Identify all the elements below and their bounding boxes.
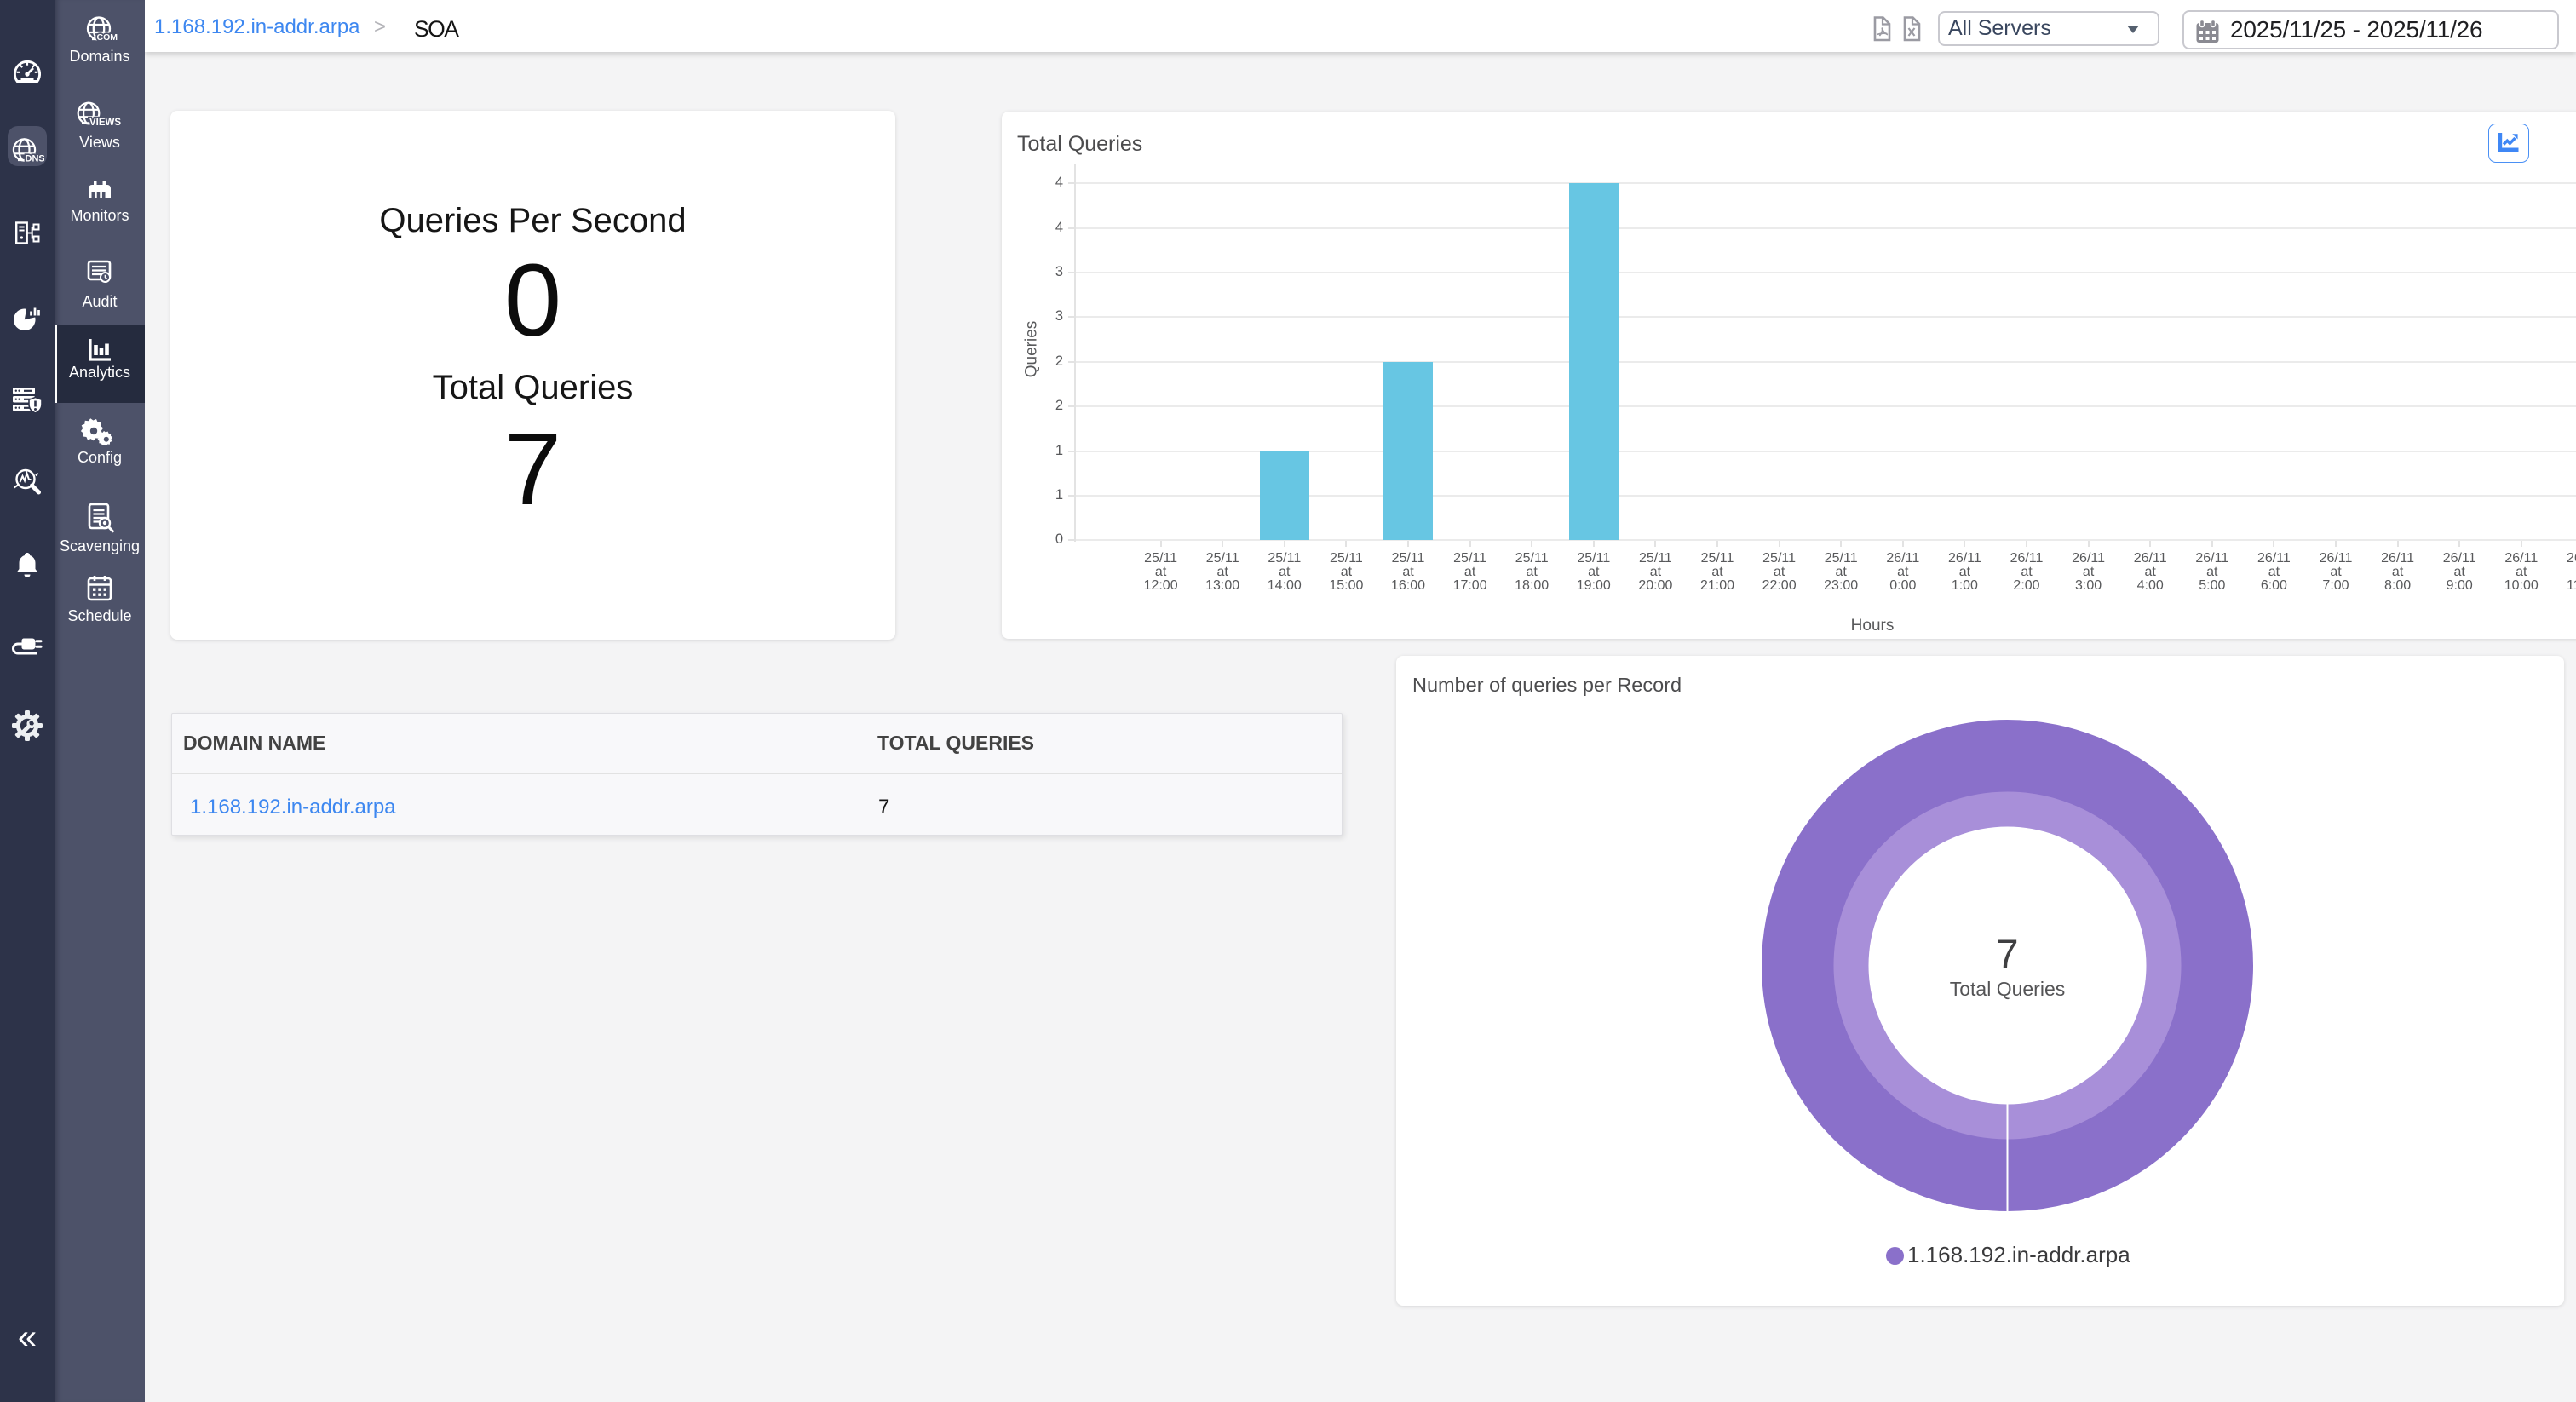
svg-text:VIEWS: VIEWS: [89, 118, 121, 128]
svg-text:DNS: DNS: [26, 154, 45, 164]
svg-text:COM: COM: [97, 32, 118, 43]
